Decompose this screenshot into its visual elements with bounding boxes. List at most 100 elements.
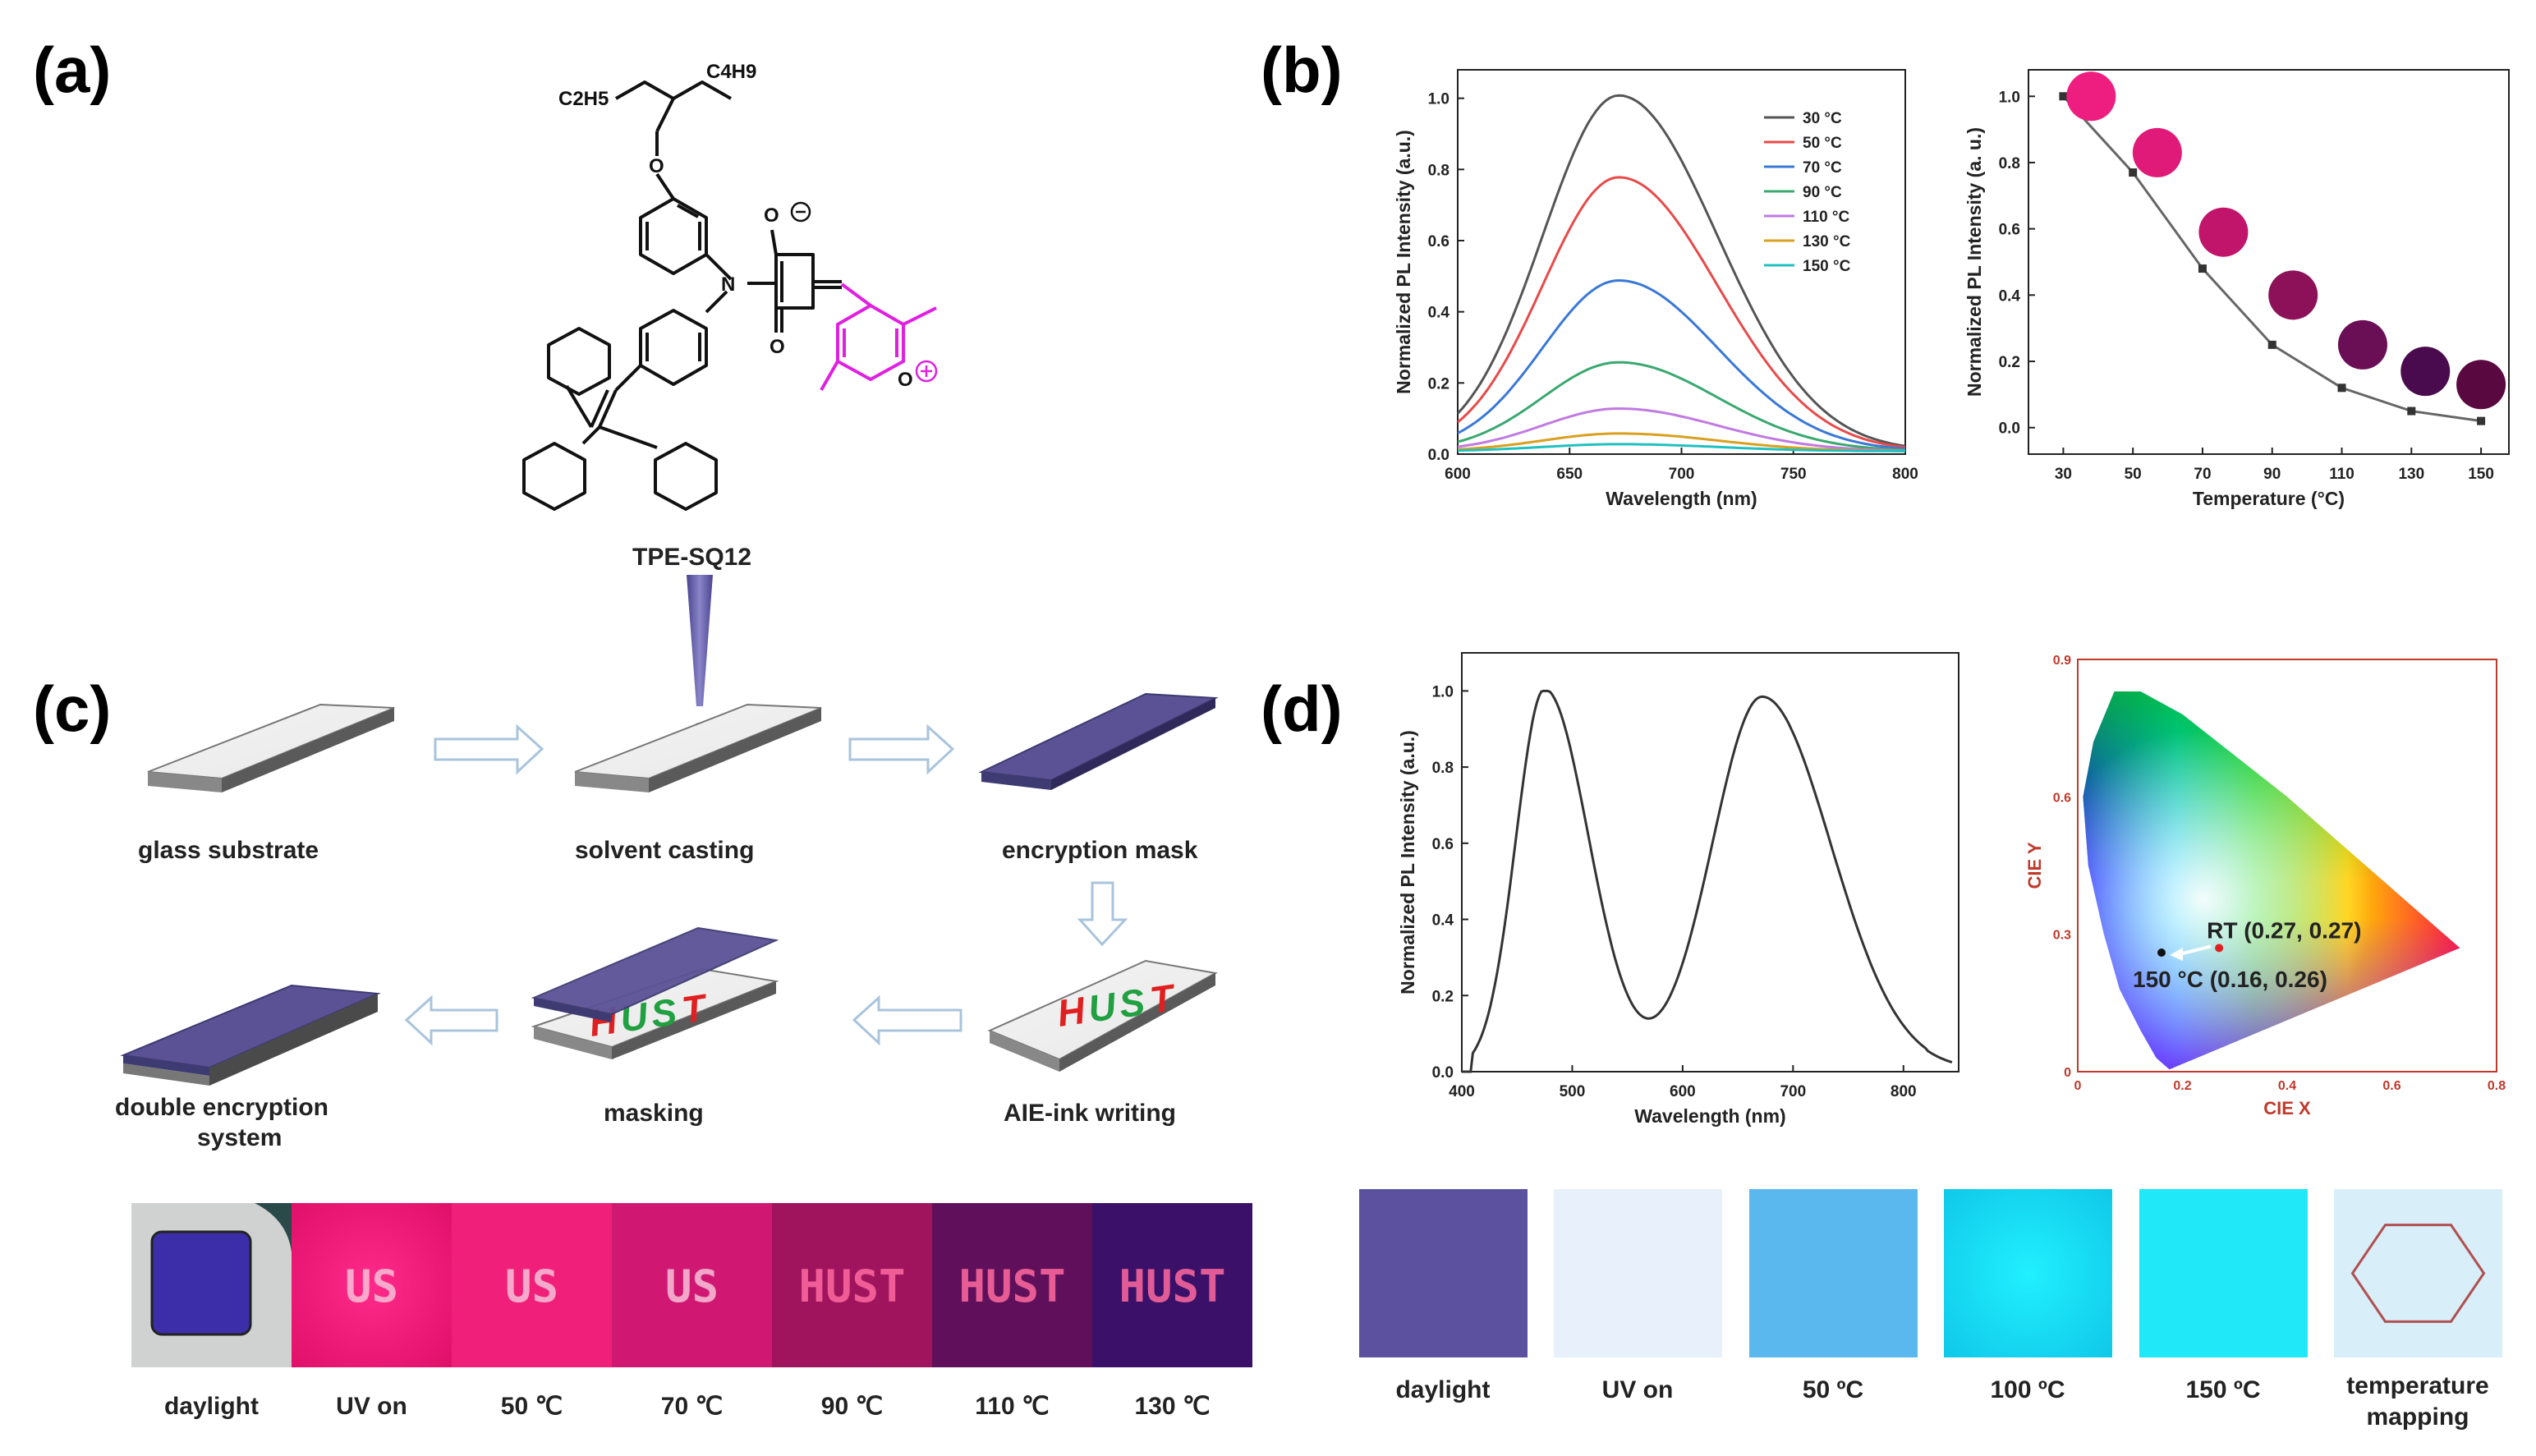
- y-tick-label: 0.2: [1428, 375, 1449, 393]
- y-tick-label: 0.8: [1432, 760, 1454, 777]
- arrow-right-icon: [848, 723, 955, 775]
- photo-label: daylight: [1395, 1376, 1490, 1403]
- photo-strip-d: daylight UV on 50 ºC 100 ºC 150 ºC temperatur…: [1359, 1189, 2502, 1431]
- cie-y-tick: 0.6: [2053, 791, 2071, 805]
- emission-color-dot: [2268, 270, 2318, 320]
- photo-label: 70 ℃: [661, 1393, 723, 1420]
- photo-label: 50 ℃: [501, 1393, 563, 1420]
- photo-label: 110 ℃: [975, 1393, 1049, 1420]
- y-tick-label: 0.6: [1999, 222, 2020, 239]
- arrow-left-icon: [404, 994, 498, 1046]
- x-tick-label: 500: [1560, 1083, 1586, 1100]
- chem-label-o-minus: O: [764, 204, 779, 227]
- x-tick-label: 750: [1780, 466, 1807, 483]
- encryption-mask-step: [978, 692, 1219, 790]
- pyrylium-ring: [820, 282, 937, 391]
- y-tick-label: 0.2: [1999, 354, 2020, 371]
- panel-label-a: (a): [33, 34, 111, 106]
- photo-uv-frame: [932, 1203, 1092, 1367]
- step-label-glass-substrate: glass substrate: [138, 837, 319, 864]
- photo-label: 130 ℃: [1134, 1393, 1210, 1420]
- photo-uv-frame: [292, 1203, 452, 1367]
- glass-substrate-step: [147, 703, 395, 792]
- arrow-down-icon: [1077, 881, 1128, 947]
- x-tick-label: 110: [2329, 466, 2355, 483]
- cie-y-tick: 0.3: [2053, 929, 2071, 943]
- photo-label: 90 ℃: [821, 1393, 883, 1420]
- x-tick-label: 30: [2055, 466, 2072, 483]
- photo-uv-frame: [772, 1203, 932, 1367]
- cie-diagram-chart: 0 0.2 0.4 0.6 0.8 0 0.3 0.6 0.9 CIE X CIE Y RT (0.2…: [2024, 654, 2506, 1118]
- x-tick-label: 400: [1449, 1083, 1475, 1100]
- data-point: [2198, 264, 2207, 273]
- cie-x-tick: 0: [2074, 1079, 2082, 1093]
- pl-vs-temperature-chart: 30 50 70 90 110 130 150 0.0 0.2 0.4 0.6 0.8 1.0 Tempe…: [1964, 69, 2510, 509]
- data-point: [2059, 92, 2068, 101]
- photo-hidden-text: HUST: [798, 1261, 905, 1312]
- data-point: [2129, 168, 2138, 177]
- step-label-double-encryption-2: system: [197, 1124, 282, 1151]
- cie-x-title: CIE X: [2263, 1098, 2311, 1118]
- pipette-icon: [687, 575, 713, 706]
- spectrum-line: [1457, 361, 1906, 452]
- x-tick-label: 50: [2125, 466, 2142, 483]
- y-tick-label: 0.0: [1428, 447, 1449, 464]
- cie-x-tick: 0.2: [2173, 1079, 2191, 1093]
- legend-label: 90 °C: [1803, 184, 1842, 201]
- legend-label: 30 °C: [1803, 110, 1842, 127]
- cie-y-tick: 0: [2064, 1066, 2071, 1080]
- y-tick-label: 0.8: [1428, 162, 1449, 179]
- x-tick-label: 700: [1780, 1083, 1806, 1100]
- y-tick-label: 1.0: [1999, 89, 2020, 106]
- photo-label: 100 ºC: [1990, 1376, 2065, 1403]
- pl-spectra-chart: 600 650 700 750 800 0.0 0.2 0.4 0.6 0.8 1.0 Wavelen…: [1393, 69, 1918, 509]
- chem-label-o-ketone: O: [770, 336, 785, 358]
- cie-point-label: RT (0.27, 0.27): [2207, 917, 2361, 943]
- cie-frame: [2077, 659, 2497, 1072]
- legend-label: 150 °C: [1803, 258, 1851, 275]
- process-arrows: [404, 723, 1128, 1046]
- y-tick-label: 0.2: [1432, 988, 1454, 1005]
- y-tick-label: 1.0: [1432, 683, 1454, 700]
- y-tick-label: 0.6: [1428, 233, 1449, 250]
- cie-point: [2215, 944, 2224, 953]
- x-tick-label: 800: [1892, 466, 1918, 483]
- photo-label: UV on: [336, 1393, 407, 1420]
- chem-label-c2h5: C2H5: [558, 88, 609, 110]
- x-tick-label: 90: [2263, 466, 2281, 483]
- masking-step: HUS T: [531, 926, 779, 1059]
- spectrum-line: [1457, 278, 1906, 450]
- legend-label: 70 °C: [1803, 159, 1842, 177]
- data-point: [2267, 340, 2276, 349]
- molecule-structure: [522, 80, 842, 511]
- y-tick-label: 1.0: [1428, 91, 1449, 108]
- double-encryption-step: [120, 984, 381, 1086]
- y-tick-label: 0.4: [1428, 305, 1450, 322]
- plot-frame: [2028, 69, 2510, 455]
- photo-film: [1554, 1189, 1722, 1357]
- x-axis-title: Temperature (°C): [2193, 488, 2345, 509]
- emission-spectrum-line: [1462, 689, 1953, 1073]
- photo-label: temperature: [2346, 1372, 2488, 1399]
- cie-y-tick: 0.9: [2053, 654, 2071, 668]
- chem-label-n: N: [721, 273, 735, 296]
- plus-charge-icon: [915, 360, 938, 383]
- y-tick-label: 0.4: [1432, 912, 1454, 930]
- x-tick-label: 600: [1670, 1083, 1696, 1100]
- x-tick-label: 800: [1891, 1083, 1917, 1100]
- daylight-film: [150, 1230, 252, 1336]
- panel-label-c: (c): [33, 673, 111, 745]
- spectrum-line: [1457, 176, 1906, 449]
- solvent-casting-step: [574, 703, 822, 792]
- emission-color-dot: [2337, 319, 2387, 370]
- spectrum-line: [1457, 406, 1906, 452]
- arrow-right-icon: [434, 723, 544, 775]
- step-label-encryption-mask: encryption mask: [1002, 837, 1198, 864]
- x-tick-label: 700: [1669, 466, 1695, 483]
- plot-frame: [1461, 652, 1959, 1072]
- chem-label-o-ether: O: [649, 155, 664, 177]
- cie-point: [2157, 948, 2166, 957]
- step-label-double-encryption-1: double encryption: [115, 1094, 328, 1121]
- cie-x-tick: 0.8: [2488, 1079, 2506, 1093]
- spectrum-line: [1456, 94, 1906, 448]
